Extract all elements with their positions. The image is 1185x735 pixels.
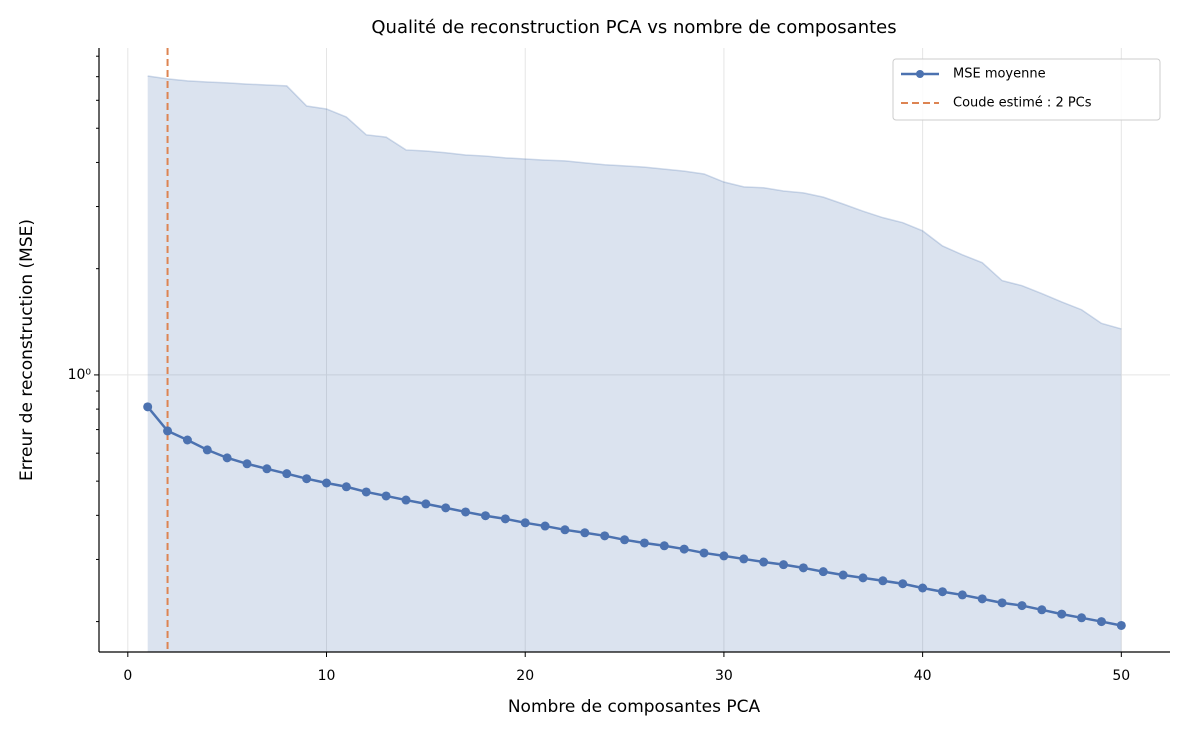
data-point — [540, 521, 550, 531]
data-point — [600, 531, 610, 541]
data-point — [639, 538, 649, 548]
data-point — [500, 514, 510, 524]
data-point — [461, 507, 471, 517]
legend-marker — [916, 70, 924, 78]
legend-label: MSE moyenne — [953, 67, 1046, 82]
data-point — [957, 590, 967, 600]
data-point — [719, 551, 729, 561]
band-edge — [147, 75, 1122, 330]
data-point — [381, 491, 391, 501]
data-point — [858, 573, 868, 583]
data-point — [1017, 601, 1027, 611]
y-axis-label: Erreur de reconstruction (MSE) — [17, 219, 37, 481]
data-point — [679, 544, 689, 554]
data-point — [659, 541, 669, 551]
data-point — [222, 453, 232, 463]
data-point — [779, 560, 789, 570]
y-tick-label: 10⁰ — [68, 367, 92, 383]
data-point — [163, 426, 173, 436]
band-fill — [147, 76, 1122, 652]
data-point — [699, 548, 709, 558]
data-point — [560, 525, 570, 535]
data-point — [401, 495, 411, 505]
data-point — [997, 598, 1007, 608]
data-point — [977, 594, 987, 604]
data-point — [1116, 620, 1126, 630]
data-point — [421, 499, 431, 509]
x-tick-label: 50 — [1112, 668, 1130, 684]
plot-area — [99, 48, 1170, 652]
data-point — [580, 528, 590, 538]
legend-box — [892, 58, 1161, 121]
data-point — [341, 482, 351, 492]
chart-title: Qualité de reconstruction PCA vs nombre … — [371, 17, 896, 38]
x-axis-label: Nombre de composantes PCA — [508, 697, 761, 717]
data-point — [898, 579, 908, 589]
data-point — [302, 474, 312, 484]
data-point — [282, 469, 292, 479]
data-point — [937, 587, 947, 597]
data-point — [838, 570, 848, 580]
data-point — [818, 567, 828, 577]
data-point — [1057, 609, 1067, 619]
data-point — [520, 518, 530, 528]
data-point — [759, 557, 769, 567]
data-point — [182, 435, 192, 445]
legend-label: Coude estimé : 2 PCs — [953, 96, 1092, 111]
x-tick-label: 10 — [318, 668, 336, 684]
data-point — [262, 464, 272, 474]
data-point — [1037, 605, 1047, 615]
data-point — [202, 445, 212, 455]
data-point — [798, 563, 808, 573]
data-point — [620, 535, 630, 545]
data-point — [322, 478, 332, 488]
x-tick-label: 30 — [715, 668, 733, 684]
x-tick-label: 40 — [914, 668, 932, 684]
data-point — [242, 459, 252, 469]
data-point — [878, 576, 888, 586]
data-point — [1077, 613, 1087, 623]
x-tick-label: 20 — [516, 668, 534, 684]
data-point — [143, 402, 153, 412]
data-point — [739, 554, 749, 564]
data-point — [1096, 617, 1106, 627]
x-tick-label: 0 — [123, 668, 132, 684]
data-point — [441, 503, 451, 513]
data-point — [361, 487, 371, 497]
data-point — [480, 511, 490, 521]
data-point — [918, 583, 928, 593]
